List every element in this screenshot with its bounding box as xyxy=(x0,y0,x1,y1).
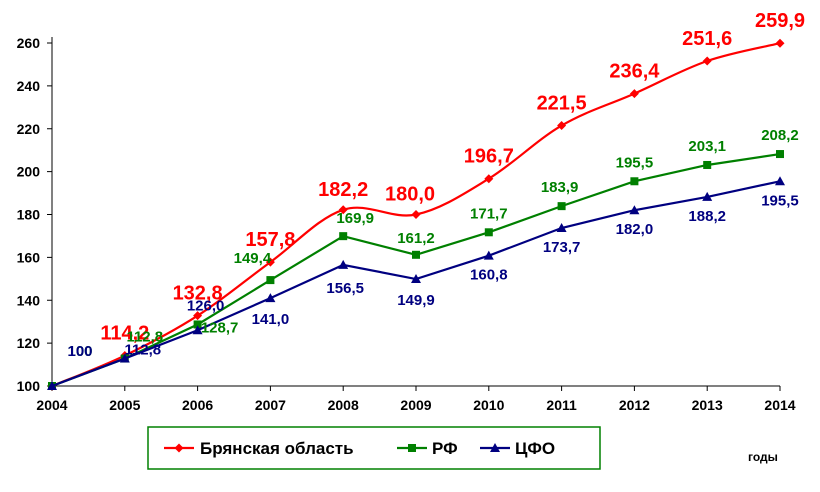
series-2-point xyxy=(630,177,639,186)
series-3-point xyxy=(775,176,785,186)
data-label: 160,8 xyxy=(470,267,508,284)
x-tick-label: 2004 xyxy=(36,397,67,413)
x-axis-label: годы xyxy=(748,450,778,464)
data-label: 156,5 xyxy=(326,280,364,297)
series-1-point xyxy=(629,89,639,99)
y-tick-label: 140 xyxy=(17,292,41,308)
series-3-point xyxy=(47,381,57,390)
y-tick-label: 240 xyxy=(17,78,41,94)
data-label: 171,7 xyxy=(470,205,508,222)
data-label: 100 xyxy=(67,343,92,360)
x-tick-label: 2005 xyxy=(109,397,140,413)
series-2-point xyxy=(339,232,348,241)
data-label: 149,9 xyxy=(397,292,435,309)
data-label: 195,5 xyxy=(616,154,654,171)
data-label: 221,5 xyxy=(537,93,587,115)
series-3-point xyxy=(265,293,276,303)
data-label: 251,6 xyxy=(682,28,732,50)
y-tick-label: 180 xyxy=(17,207,41,223)
data-label: 196,7 xyxy=(464,146,514,168)
legend-entry: ЦФО xyxy=(515,439,555,458)
series-3-point xyxy=(192,325,203,335)
series-2-point xyxy=(193,320,202,329)
data-label: 128,7 xyxy=(201,319,239,336)
legend-swatch-marker xyxy=(174,443,184,453)
y-tick-label: 100 xyxy=(17,378,41,394)
x-tick-label: 2008 xyxy=(328,397,359,413)
data-label: 188,2 xyxy=(688,208,726,225)
x-tick-label: 2010 xyxy=(473,397,504,413)
data-label: 114,2 xyxy=(100,323,149,345)
series-1-point xyxy=(557,121,567,131)
data-label: 183,9 xyxy=(541,179,579,196)
legend-entry: Брянская область xyxy=(200,439,354,458)
series-3-point xyxy=(556,223,567,233)
x-tick-label: 2011 xyxy=(546,397,577,413)
data-label: 169,9 xyxy=(336,210,374,227)
data-label: 149,4 xyxy=(234,250,272,267)
x-tick-label: 2012 xyxy=(619,397,650,413)
data-label: 259,9 xyxy=(755,10,805,32)
data-label: 182,2 xyxy=(318,179,368,201)
legend-swatch-marker xyxy=(408,444,416,452)
x-tick-label: 2006 xyxy=(182,397,213,413)
y-tick-label: 220 xyxy=(17,121,41,137)
data-label: 182,0 xyxy=(616,221,654,238)
data-label: 173,7 xyxy=(543,239,581,256)
y-tick-label: 160 xyxy=(17,249,41,265)
data-label: 112,8 xyxy=(124,342,161,359)
data-label: 208,2 xyxy=(761,127,799,144)
data-label: 161,2 xyxy=(397,230,435,247)
series-2-point xyxy=(557,202,566,211)
series-1-point xyxy=(775,38,785,48)
series-3-point xyxy=(411,274,421,284)
data-label: 112,8 xyxy=(126,329,163,346)
legend-box xyxy=(147,426,601,470)
series-2-point xyxy=(266,276,275,285)
legend: Брянская область РФ ЦФО xyxy=(147,426,601,470)
series-2-point xyxy=(412,250,420,259)
legend-swatch-marker xyxy=(490,443,500,452)
plot-area: 100 120 140 160 180 200 220 240 260 2004 2005 2006 2… xyxy=(17,35,796,413)
data-label: 157,8 xyxy=(245,229,295,251)
series-1-point xyxy=(338,205,348,215)
y-tick-label: 120 xyxy=(17,335,41,351)
series-1-point xyxy=(411,210,421,219)
x-tick-label: 2007 xyxy=(255,397,286,413)
data-label: 126,0 xyxy=(187,297,225,314)
series-1-point xyxy=(265,257,275,267)
series-2-point xyxy=(776,150,784,159)
data-label: 203,1 xyxy=(688,138,726,155)
x-tick-label: 2009 xyxy=(400,397,431,413)
data-label: 100 xyxy=(67,343,92,360)
series-1-point xyxy=(702,56,712,66)
data-label: 141,0 xyxy=(252,311,290,328)
x-tick-label: 2013 xyxy=(692,397,723,413)
data-label: 236,4 xyxy=(609,61,660,83)
series-3-point xyxy=(483,250,494,260)
series-1-point xyxy=(193,311,203,321)
series-2-point xyxy=(484,228,493,237)
series-2-point xyxy=(703,160,712,169)
y-tick-label: 260 xyxy=(17,35,41,51)
data-label: 180,0 xyxy=(385,184,435,206)
x-tick-label: 2014 xyxy=(764,397,795,413)
series-3-point xyxy=(338,259,349,269)
series-3-point xyxy=(702,191,713,201)
series-3-point xyxy=(629,205,640,215)
legend-entry: РФ xyxy=(432,439,458,458)
y-tick-label: 200 xyxy=(17,164,41,180)
data-labels: 114,2 132,8 157,8 182,2 180,0 196,7 221,5 236,4… xyxy=(67,10,805,360)
data-label: 195,5 xyxy=(761,192,799,209)
series-3-point xyxy=(119,353,130,363)
series-1-point xyxy=(484,174,494,184)
data-label: 132,8 xyxy=(173,283,223,305)
